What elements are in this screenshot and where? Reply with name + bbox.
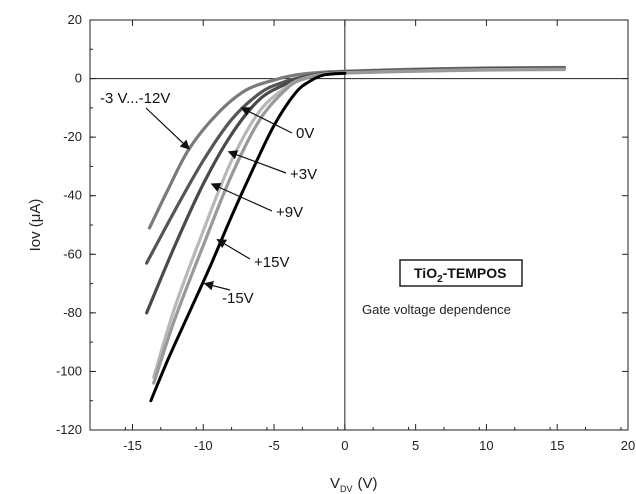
x-tick-label: -10 bbox=[194, 438, 213, 453]
x-axis-label: VDV (V) bbox=[330, 475, 378, 494]
y-axis-label: Iov (μA) bbox=[27, 199, 44, 252]
x-tick-label: -5 bbox=[268, 438, 280, 453]
x-axis-label-main: V bbox=[330, 475, 340, 492]
legend: TiO2-TEMPOS Gate voltage dependence bbox=[362, 259, 523, 317]
legend-title-rest: -TEMPOS bbox=[443, 265, 507, 281]
annotation-series-5: -15V bbox=[222, 290, 254, 307]
x-tick-label: -15 bbox=[123, 438, 142, 453]
annotation-arrow-2 bbox=[227, 150, 287, 174]
annotation-arrow-3 bbox=[210, 183, 273, 212]
x-tick-label: 20 bbox=[621, 438, 635, 453]
legend-title-sub: 2 bbox=[437, 274, 443, 285]
legend-title-box bbox=[399, 259, 523, 287]
legend-title: TiO2-TEMPOS bbox=[414, 265, 506, 285]
annotation-series-3: +9V bbox=[276, 204, 303, 221]
y-tick-label: -80 bbox=[63, 305, 82, 320]
y-tick-label: 0 bbox=[75, 71, 82, 86]
x-axis-label-sub: DV bbox=[340, 484, 353, 494]
series-line-5 bbox=[149, 71, 347, 403]
annotation-arrow-1 bbox=[240, 107, 293, 134]
y-tick-label: -120 bbox=[56, 422, 82, 437]
x-tick-label: 0 bbox=[341, 438, 348, 453]
y-tick-label: -40 bbox=[63, 188, 82, 203]
ticks bbox=[89, 19, 629, 431]
annotation-series-2: +3V bbox=[290, 166, 317, 183]
annotation-arrows bbox=[145, 107, 293, 291]
y-tick-label: -20 bbox=[63, 129, 82, 144]
x-tick-label: 10 bbox=[479, 438, 493, 453]
tick-labels: -15 -10 -5 0 5 10 15 20 -120 -100 -80 -60 -40 -20 0 20 bbox=[56, 12, 635, 453]
annotation-arrow-4 bbox=[216, 239, 251, 260]
legend-subtitle: Gate voltage dependence bbox=[362, 302, 511, 317]
x-tick-label: 15 bbox=[550, 438, 564, 453]
series-line-4 bbox=[152, 67, 566, 385]
annotation-series-1: 0V bbox=[296, 125, 314, 142]
annotation-arrow-5 bbox=[203, 280, 231, 291]
annotation-series-4: +15V bbox=[254, 254, 289, 271]
annotation-series-0: -3 V...-12V bbox=[100, 90, 170, 107]
y-tick-label: -100 bbox=[56, 363, 82, 378]
legend-title-main: TiO bbox=[414, 265, 437, 281]
y-tick-label: -60 bbox=[63, 246, 82, 261]
x-axis-label-unit: (V) bbox=[358, 475, 378, 492]
y-tick-label: 20 bbox=[68, 12, 82, 27]
x-tick-label: 5 bbox=[412, 438, 419, 453]
series-group bbox=[145, 65, 566, 403]
annotation-arrow-0 bbox=[145, 107, 190, 150]
